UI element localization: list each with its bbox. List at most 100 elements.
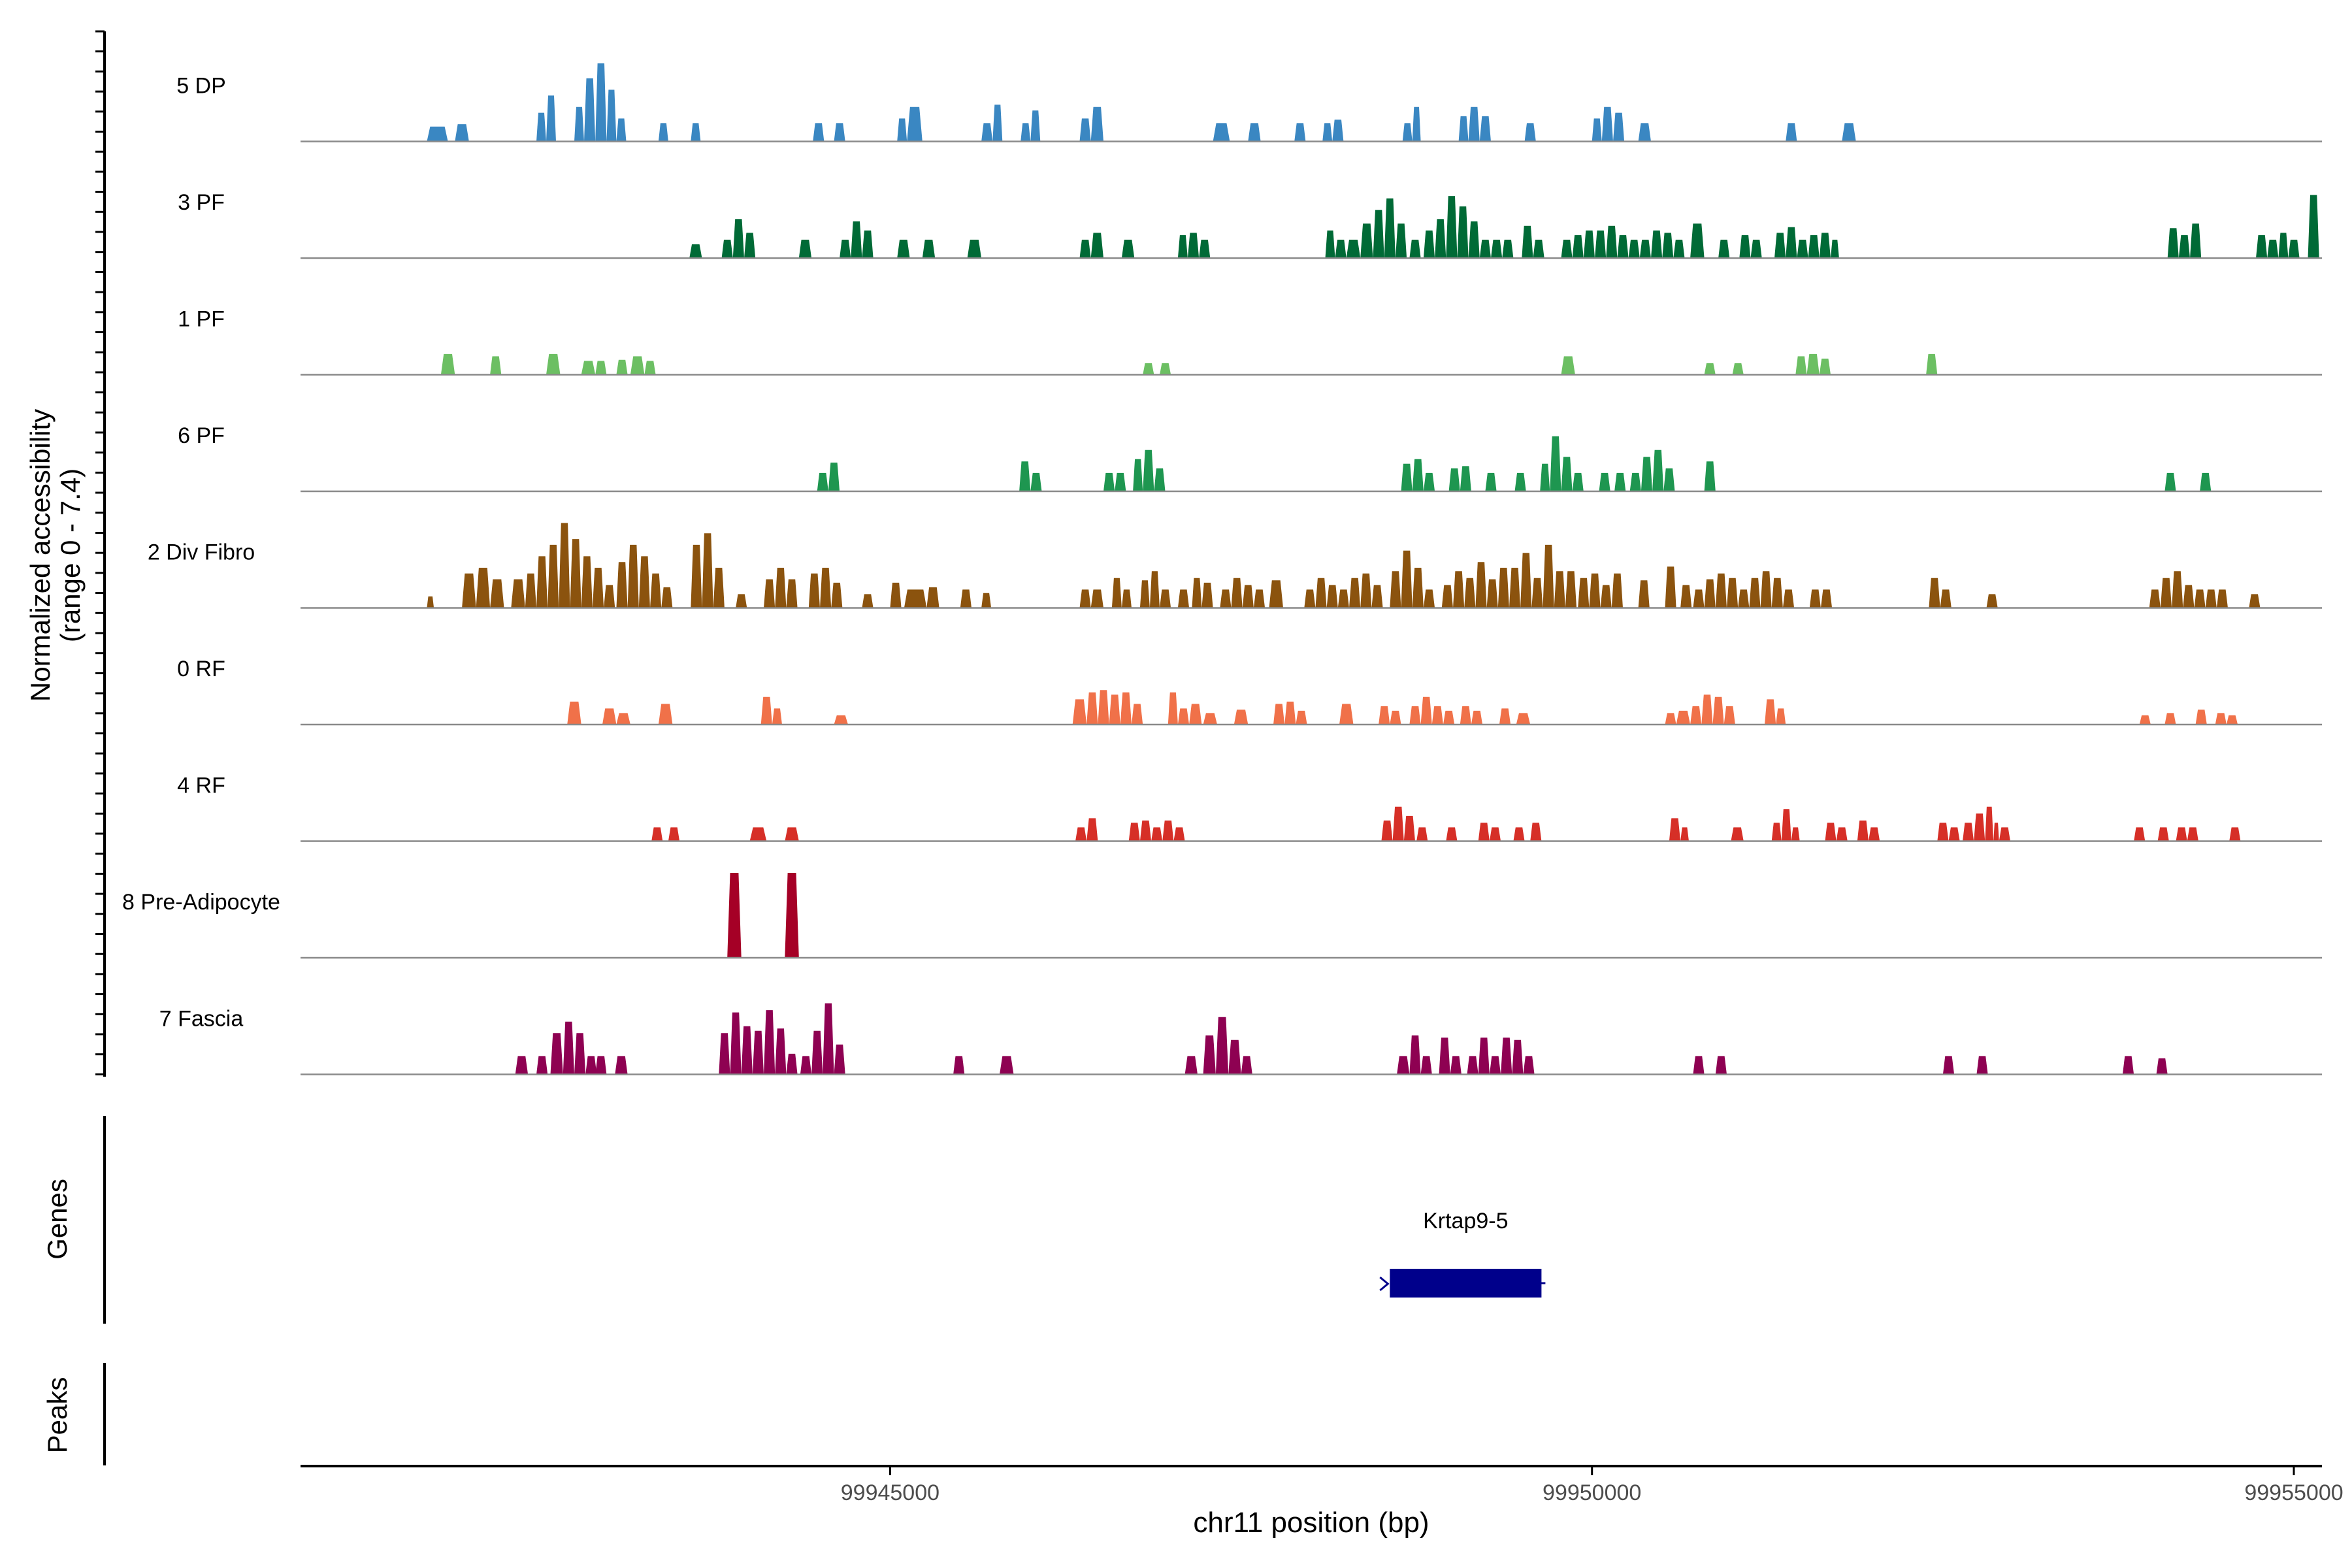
coverage-bin xyxy=(1795,356,1807,375)
coverage-bin xyxy=(1797,239,1808,258)
coverage-bin xyxy=(1162,820,1174,841)
coverage-bin xyxy=(897,239,910,258)
coverage-bin xyxy=(490,356,502,375)
coverage-bin xyxy=(1132,704,1143,725)
coverage-bin xyxy=(730,1012,742,1075)
coverage-bin xyxy=(2178,235,2190,258)
coverage-bin xyxy=(1412,568,1424,608)
coverage-bin xyxy=(1079,589,1091,608)
coverage-bin xyxy=(785,827,799,841)
coverage-bin xyxy=(691,544,702,608)
coverage-bin xyxy=(1450,1056,1462,1075)
coverage-bin xyxy=(1441,585,1453,608)
coverage-bin xyxy=(1673,239,1685,258)
coverage-bin xyxy=(1565,571,1577,608)
coverage-bin xyxy=(1523,1056,1535,1075)
coverage-bin xyxy=(1384,198,1396,258)
coverage-bin xyxy=(736,594,747,608)
coverage-bin xyxy=(1715,573,1727,608)
coverage-bin xyxy=(1531,578,1543,608)
coverage-bin xyxy=(1786,227,1797,258)
coverage-bin xyxy=(785,873,799,958)
coverage-bin xyxy=(862,230,874,258)
coverage-bin xyxy=(1986,594,1998,608)
coverage-bin xyxy=(1412,459,1424,491)
coverage-bin xyxy=(851,221,862,258)
coverage-bin xyxy=(427,596,434,608)
coverage-bin xyxy=(1139,820,1152,841)
coverage-bin xyxy=(1213,123,1230,142)
coverage-bin xyxy=(1168,692,1178,725)
coverage-bin xyxy=(1831,239,1839,258)
coverage-bin xyxy=(1806,353,1820,375)
coverage-bin xyxy=(462,573,476,608)
coverage-bin xyxy=(1479,239,1491,258)
coverage-bin xyxy=(1600,585,1612,608)
coverage-bin xyxy=(1151,827,1163,841)
coverage-bin xyxy=(595,361,607,375)
coverage-bin xyxy=(1514,472,1526,491)
coverage-bin xyxy=(828,463,840,491)
coverage-bin xyxy=(1139,580,1150,608)
coverage-bin xyxy=(1072,699,1087,725)
coverage-bin xyxy=(1423,472,1435,491)
coverage-bin xyxy=(2164,713,2176,725)
coverage-bin xyxy=(1718,239,1730,258)
coverage-bin xyxy=(2278,233,2289,258)
coverage-bin xyxy=(1325,230,1335,258)
track-label: 6 PF xyxy=(178,423,225,448)
coverage-bin xyxy=(1409,706,1421,725)
coverage-bin xyxy=(1423,589,1435,608)
track-4-rf: 4 RF xyxy=(177,774,2322,842)
coverage-bin xyxy=(1723,706,1735,725)
coverage-bin xyxy=(1561,239,1573,258)
coverage-bin xyxy=(1315,578,1327,608)
track-6-pf: 6 PF xyxy=(178,423,2322,493)
coverage-bin xyxy=(2176,827,2187,841)
coverage-bin xyxy=(604,585,615,608)
coverage-bin xyxy=(616,359,628,375)
coverage-bin xyxy=(1199,239,1211,258)
coverage-bin xyxy=(904,589,927,608)
y-axis-title-line-1: Normalized accessibility xyxy=(25,409,56,702)
coverage-bin xyxy=(2215,713,2227,725)
coverage-bin xyxy=(1446,827,1458,841)
coverage-bin xyxy=(2164,472,2176,491)
coverage-bin xyxy=(1781,809,1791,841)
coverage-bin xyxy=(1478,1037,1490,1075)
coverage-bin xyxy=(772,708,782,725)
coverage-bin xyxy=(1486,579,1498,608)
coverage-bin xyxy=(1248,123,1261,142)
coverage-bin xyxy=(1825,823,1837,841)
coverage-bin xyxy=(1360,223,1373,258)
coverage-bin xyxy=(1409,239,1421,258)
coverage-bin xyxy=(1499,708,1511,725)
coverage-bin xyxy=(1448,468,1460,491)
coverage-bin xyxy=(752,1030,764,1075)
track-3-pf: 3 PF xyxy=(178,190,2322,259)
coverage-bin xyxy=(1985,806,1994,841)
coverage-bin xyxy=(1617,235,1629,258)
coverage-bin xyxy=(1203,1035,1216,1075)
coverage-bin xyxy=(1160,589,1171,608)
coverage-bin xyxy=(1963,823,1974,841)
coverage-bin xyxy=(650,573,662,608)
coverage-bin xyxy=(775,568,787,608)
coverage-bin xyxy=(1457,206,1469,258)
coverage-bin xyxy=(1611,573,1623,608)
coverage-bin xyxy=(2172,571,2183,608)
coverage-bin xyxy=(547,544,559,608)
track-label: 5 DP xyxy=(176,74,226,99)
coverage-bin xyxy=(1215,1017,1229,1075)
coverage-bin xyxy=(960,589,972,608)
coverage-bin xyxy=(820,568,832,608)
coverage-bin xyxy=(1397,1056,1410,1075)
coverage-bin xyxy=(1079,239,1091,258)
coverage-bin xyxy=(713,568,725,608)
coverage-bin xyxy=(476,568,491,608)
coverage-bin xyxy=(702,533,713,608)
coverage-bin xyxy=(1669,818,1681,841)
coverage-bin xyxy=(1489,827,1501,841)
track-label: 2 Div Fibro xyxy=(148,540,255,565)
coverage-bin xyxy=(1360,573,1372,608)
